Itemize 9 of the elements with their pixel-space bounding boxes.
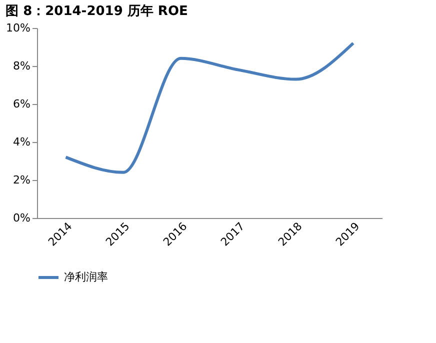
line-series [64, 42, 355, 174]
legend-label: 净利润率 [64, 270, 108, 284]
y-tick-label: 2% [13, 174, 30, 186]
y-tick-label: 10% [6, 22, 30, 34]
chart-title: 图 8：2014-2019 历年 ROE [6, 4, 188, 19]
y-tick-label: 0% [13, 212, 30, 224]
y-tick-label: 8% [13, 60, 30, 72]
y-tick-label: 6% [13, 98, 30, 110]
y-tick-label: 4% [13, 136, 30, 148]
